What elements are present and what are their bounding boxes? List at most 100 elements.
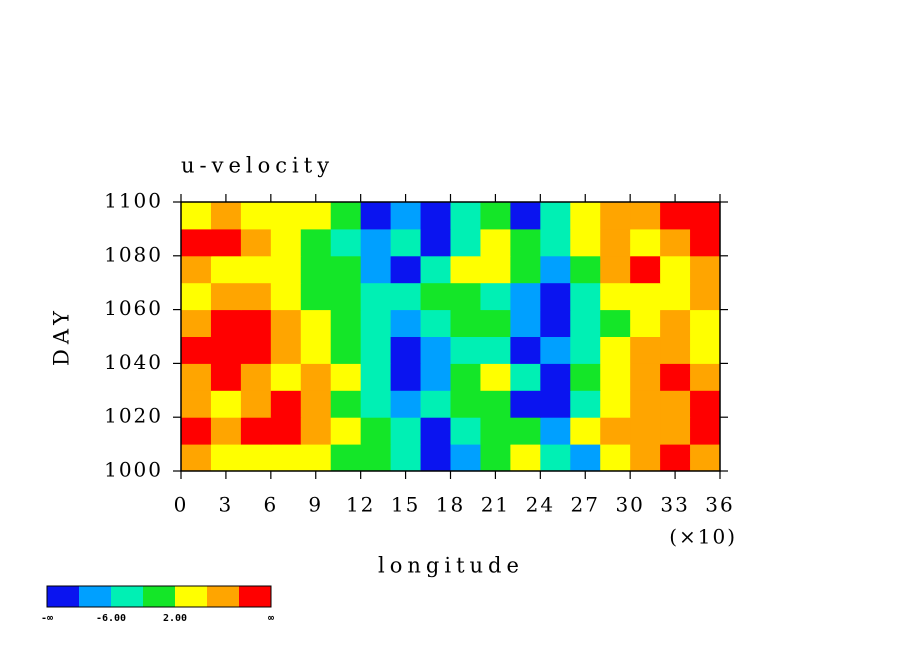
cell <box>360 390 392 418</box>
colorbar-box <box>175 586 208 607</box>
cell <box>360 309 392 337</box>
cell <box>630 336 661 364</box>
x-tick-label: 3 <box>219 493 234 517</box>
cell <box>210 336 242 364</box>
cell <box>690 336 721 364</box>
cell <box>390 255 422 284</box>
cell <box>240 228 272 257</box>
cell <box>540 390 571 418</box>
cell <box>630 417 661 445</box>
x-tick-label: 21 <box>481 493 510 517</box>
x-tick-label: 0 <box>174 493 189 517</box>
cell <box>540 336 571 364</box>
x-tick-label: 24 <box>526 493 555 517</box>
cell <box>570 228 601 257</box>
cell <box>450 255 481 284</box>
cell <box>600 282 631 311</box>
cell <box>210 390 242 418</box>
colorbar-box <box>239 586 272 607</box>
cell <box>210 363 242 391</box>
cell <box>570 336 601 364</box>
x-tick-label: 30 <box>615 493 644 517</box>
colorbar-box <box>207 586 240 607</box>
cell <box>270 309 302 337</box>
cell <box>630 309 661 337</box>
cell <box>330 336 362 364</box>
cell <box>330 255 362 284</box>
cell <box>360 417 392 445</box>
cell <box>181 417 212 445</box>
cell <box>480 309 511 337</box>
cell <box>570 417 601 445</box>
cell <box>181 363 212 391</box>
cell <box>360 282 392 311</box>
cell <box>540 255 571 284</box>
cell <box>660 336 691 364</box>
colorbar-label: -∞ <box>41 613 53 624</box>
cell <box>210 202 242 230</box>
cell <box>540 282 571 311</box>
cell <box>300 228 332 257</box>
cell <box>330 363 362 391</box>
cell <box>480 390 511 418</box>
cell <box>210 228 242 257</box>
cell <box>600 309 631 337</box>
cell <box>270 282 302 311</box>
chart-title: u-velocity <box>181 154 334 178</box>
cell <box>450 309 481 337</box>
cell <box>390 336 422 364</box>
cell <box>181 228 212 257</box>
cell <box>510 202 541 230</box>
cell <box>450 363 481 391</box>
cell <box>600 390 631 418</box>
x-tick-label: 18 <box>436 493 465 517</box>
cell <box>510 336 541 364</box>
cell <box>210 282 242 311</box>
x-axis-label: longitude <box>378 554 524 578</box>
cell <box>270 390 302 418</box>
cell <box>510 255 541 284</box>
cell <box>300 202 332 230</box>
x-tick-label: 6 <box>263 493 278 517</box>
cell <box>660 202 691 230</box>
cell <box>240 282 272 311</box>
cell <box>690 202 721 230</box>
cell <box>390 444 422 472</box>
cell <box>510 390 541 418</box>
cell <box>540 444 571 472</box>
cell <box>360 444 392 472</box>
cell <box>600 363 631 391</box>
cell <box>300 336 332 364</box>
cell <box>510 444 541 472</box>
y-tick-label: 1020 <box>104 404 163 428</box>
cell <box>420 255 451 284</box>
colorbar-frame <box>46 585 272 608</box>
cell <box>181 309 212 337</box>
cell <box>630 228 661 257</box>
x-tick-label: 9 <box>308 493 323 517</box>
cell <box>330 282 362 311</box>
cell <box>330 444 362 472</box>
cell <box>390 282 422 311</box>
cell <box>630 255 661 284</box>
cell <box>270 336 302 364</box>
cell <box>540 363 571 391</box>
cell <box>270 228 302 257</box>
cell <box>181 390 212 418</box>
cell <box>570 363 601 391</box>
cell <box>690 228 721 257</box>
x-multiplier: (×10) <box>669 525 737 549</box>
cell <box>480 336 511 364</box>
cell <box>240 363 272 391</box>
cell <box>660 309 691 337</box>
cell <box>240 444 272 472</box>
cell <box>450 336 481 364</box>
cell <box>360 228 392 257</box>
cell <box>450 282 481 311</box>
cell <box>630 444 661 472</box>
cell <box>330 390 362 418</box>
cell <box>630 202 661 230</box>
cell <box>480 228 511 257</box>
x-tick-label: 36 <box>705 493 734 517</box>
cell <box>300 255 332 284</box>
